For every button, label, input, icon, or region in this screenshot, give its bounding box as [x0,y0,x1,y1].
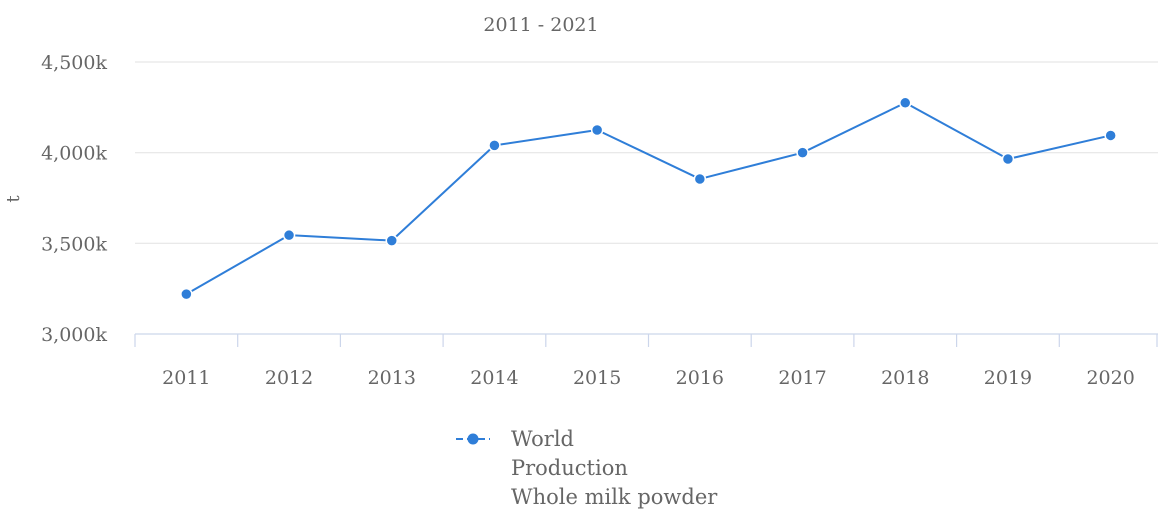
series-world-production[interactable] [180,96,1117,301]
x-tick-label: 2011 [162,367,210,389]
y-tick-label: 3,000k [41,324,107,346]
data-point[interactable] [385,234,398,247]
y-axis-tick-labels: 3,000k 3,500k 4,000k 4,500k [41,52,107,346]
legend-label-line-2: Production [511,456,628,480]
x-tick-label: 2017 [778,367,826,389]
data-point[interactable] [796,146,809,159]
data-point[interactable] [282,228,296,242]
y-axis-title: t [3,195,24,203]
data-point[interactable] [693,172,707,186]
chart-subtitle: 2011 - 2021 [483,14,598,36]
x-tick-label: 2020 [1086,367,1134,389]
x-axis [134,333,1158,347]
legend-marker-icon [467,433,479,445]
x-tick-label: 2019 [984,367,1032,389]
data-point[interactable] [899,96,912,110]
legend-label-line-1: World [511,427,574,451]
data-point[interactable] [488,139,501,152]
x-tick-label: 2018 [881,367,929,389]
y-tick-label: 3,500k [41,233,107,255]
series-line [185,101,1112,296]
legend-label-line-3: Whole milk powder [511,485,718,509]
x-tick-label: 2013 [368,367,416,389]
x-tick-label: 2012 [265,367,313,389]
y-tick-label: 4,500k [41,52,107,74]
x-axis-tick-labels: 2011 2012 2013 2014 2015 2016 2017 2018 2019 2020 [162,367,1135,389]
data-point[interactable] [590,123,604,137]
data-point[interactable] [1001,152,1015,166]
x-tick-label: 2014 [470,367,518,389]
data-point[interactable] [180,287,193,301]
x-tick-label: 2015 [573,367,621,389]
data-point[interactable] [1104,129,1117,142]
y-tick-label: 4,000k [41,143,107,165]
legend[interactable]: World Production Whole milk powder [456,427,718,509]
x-tick-label: 2016 [676,367,724,389]
